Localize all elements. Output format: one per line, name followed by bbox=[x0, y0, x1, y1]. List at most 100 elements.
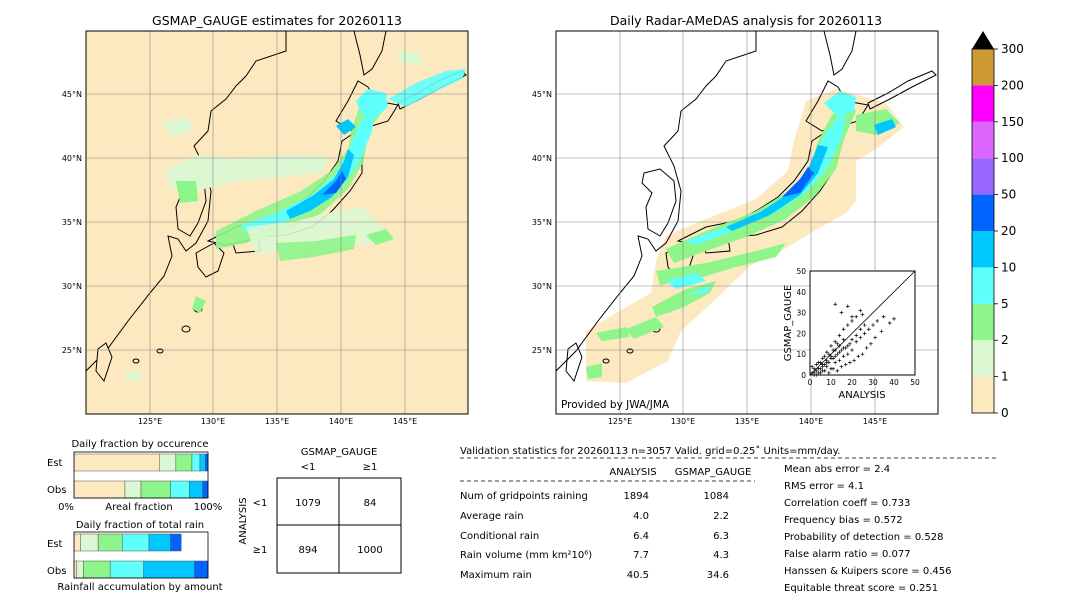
scatter-point bbox=[852, 358, 856, 363]
colorbar-cell bbox=[972, 303, 994, 341]
scatter-point bbox=[810, 364, 814, 369]
scatter-point bbox=[833, 339, 837, 344]
scatter-x-tick: 50 bbox=[910, 378, 920, 387]
occ-est-label: Est bbox=[47, 458, 63, 469]
score-rmse: RMS error = 4.1 bbox=[784, 481, 864, 492]
scatter-point bbox=[814, 373, 819, 377]
scatter-point bbox=[892, 317, 896, 321]
colorbar-cell bbox=[972, 340, 994, 377]
scatter-point bbox=[854, 333, 858, 338]
scatter-inset: 00 10 10 20 20 30 30 40 40 50 50 ANALYSIS GSMAP_GA… bbox=[783, 267, 920, 401]
colorbar-tick-label: 5 bbox=[1001, 297, 1009, 311]
svg-text:140°E: 140°E bbox=[799, 417, 823, 426]
scatter-point bbox=[867, 327, 871, 332]
left-rain-field bbox=[126, 51, 466, 381]
stat-label: Maximum rain bbox=[460, 570, 532, 581]
fraction-bar-segment bbox=[205, 453, 209, 472]
scatter-point bbox=[825, 360, 829, 365]
scatter-x-tick: 30 bbox=[868, 378, 878, 387]
scatter-point bbox=[846, 352, 850, 356]
contingency-cell-false-alarm: 84 bbox=[364, 498, 377, 509]
stat-label: Num of gridpoints raining bbox=[460, 491, 588, 502]
contingency-cell-miss: 894 bbox=[298, 545, 317, 556]
left-map-title: GSMAP_GAUGE estimates for 20260113 bbox=[152, 13, 402, 28]
colorbar-tick-label: 2 bbox=[1001, 333, 1009, 347]
fraction-bar-segment bbox=[170, 533, 182, 552]
fraction-bar-segment bbox=[73, 480, 126, 499]
occ-obs-label: Obs bbox=[47, 485, 66, 496]
svg-text:135°E: 135°E bbox=[735, 417, 759, 426]
fraction-bar-segment bbox=[170, 480, 190, 499]
scatter-point bbox=[814, 369, 819, 373]
scatter-point bbox=[856, 354, 861, 359]
occ-axis-right: 100% bbox=[194, 502, 223, 513]
scatter-point bbox=[858, 327, 863, 332]
scatter-point bbox=[835, 342, 840, 346]
scatter-point bbox=[841, 327, 846, 332]
fraction-bar-segment bbox=[148, 533, 171, 552]
scatter-point bbox=[822, 354, 827, 359]
fraction-bar-segment bbox=[73, 453, 161, 472]
scatter-point bbox=[816, 366, 821, 371]
score-hk: Hanssen & Kuipers score = 0.456 bbox=[784, 566, 951, 577]
fraction-bar-segment bbox=[73, 560, 77, 579]
scatter-point bbox=[888, 321, 892, 325]
validation-header: Validation statistics for 20260113 n=305… bbox=[460, 445, 840, 457]
scatter-point bbox=[848, 342, 852, 346]
rain-fraction-bars bbox=[73, 533, 209, 579]
colorbar-tick-label: 100 bbox=[1001, 151, 1024, 165]
svg-text:40°N: 40°N bbox=[532, 154, 552, 163]
svg-text:35°N: 35°N bbox=[62, 218, 82, 227]
svg-text:130°E: 130°E bbox=[671, 417, 695, 426]
fraction-bar-segment bbox=[202, 480, 209, 499]
scatter-y-tick: 30 bbox=[796, 309, 806, 318]
svg-text:45°N: 45°N bbox=[532, 90, 552, 99]
stat-label: Rain volume (mm km²10⁶) bbox=[460, 550, 592, 561]
scatter-point bbox=[846, 304, 850, 309]
contingency-col-lt: <1 bbox=[301, 462, 316, 473]
scatter-point bbox=[850, 314, 854, 319]
fraction-bar-segment bbox=[83, 560, 111, 579]
scatter-point bbox=[818, 360, 823, 365]
colorbar-cell bbox=[972, 376, 994, 413]
scatter-point bbox=[835, 369, 840, 373]
colorbar-tick-label: 50 bbox=[1001, 188, 1016, 202]
scatter-point bbox=[831, 348, 835, 352]
contingency-row-ge: ≥1 bbox=[253, 545, 268, 556]
fraction-bar-segment bbox=[97, 533, 123, 552]
right-rain-field bbox=[586, 91, 900, 379]
scatter-xlabel: ANALYSIS bbox=[838, 390, 885, 401]
scatter-x-tick: 40 bbox=[889, 378, 899, 387]
svg-text:30°N: 30°N bbox=[62, 282, 82, 291]
scatter-point bbox=[837, 358, 842, 363]
contingency-cell-hit: 1000 bbox=[357, 545, 382, 556]
left-lon-labels: 125°E 130°E 135°E 140°E 145°E bbox=[138, 417, 417, 426]
contingency-row-lt: <1 bbox=[253, 498, 268, 509]
occ-axis-left: 0% bbox=[58, 502, 74, 513]
scatter-y-tick: 50 bbox=[796, 267, 806, 276]
scatter-point bbox=[871, 323, 875, 327]
scatter-point bbox=[841, 337, 846, 342]
validation-col-analysis: ANALYSIS bbox=[609, 467, 656, 478]
colorbar: 0 1 2 5 10 20 50 100 150 200 300 bbox=[971, 31, 1024, 420]
scatter-point bbox=[837, 350, 842, 354]
scatter-point bbox=[814, 362, 819, 367]
rain-fraction-title: Daily fraction of total rain bbox=[76, 520, 204, 531]
left-lat-labels: 25°N 30°N 35°N 40°N 45°N bbox=[62, 90, 82, 355]
fraction-bar-segment bbox=[188, 480, 203, 499]
scatter-diagonal bbox=[809, 270, 916, 376]
fraction-bar-segment bbox=[143, 560, 195, 579]
right-map: 25°N 30°N 35°N 40°N 45°N 125°E 130°E 135… bbox=[532, 30, 939, 426]
scatter-point bbox=[837, 344, 842, 348]
fraction-bar-segment bbox=[191, 453, 201, 472]
colorbar-tick-label: 0 bbox=[1001, 406, 1009, 420]
svg-text:145°E: 145°E bbox=[393, 417, 417, 426]
rain-fraction-chart: Daily fraction of total rain Est Obs Rai… bbox=[47, 520, 223, 593]
scatter-points bbox=[810, 302, 896, 377]
scatter-point bbox=[858, 308, 863, 313]
fraction-bar-segment bbox=[199, 453, 206, 472]
scatter-y-tick: 20 bbox=[796, 329, 806, 338]
scatter-ylabel: GSMAP_GAUGE bbox=[783, 285, 794, 362]
scatter-point bbox=[835, 352, 840, 356]
